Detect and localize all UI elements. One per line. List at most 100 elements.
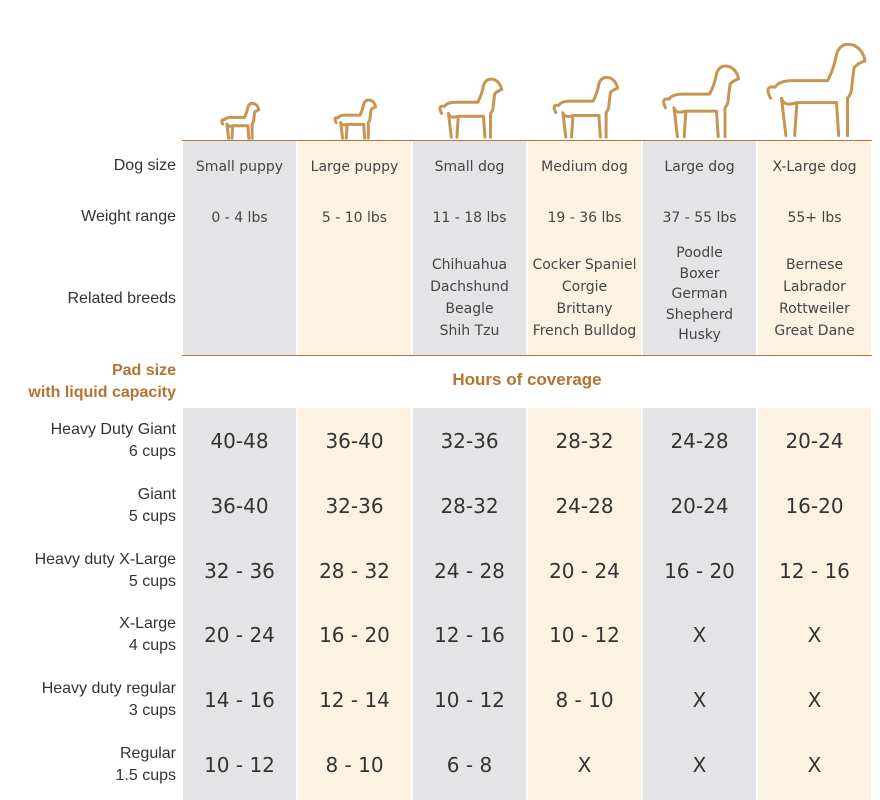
- breed: Poodle: [676, 245, 723, 261]
- column-bg: [413, 408, 526, 800]
- hours-cell: 12 - 14: [319, 688, 390, 713]
- column-bg: [528, 408, 641, 800]
- header-cell: 11 - 18 lbs: [432, 210, 507, 226]
- breed: Dachshund: [430, 279, 509, 295]
- pad-label: Giant 5 cups: [0, 484, 176, 528]
- pad-size-subtitle: with liquid capacity: [28, 384, 176, 401]
- hours-cell: 16-20: [785, 493, 844, 518]
- hours-cell: 12 - 16: [434, 623, 505, 648]
- row-label: Related breeds: [67, 290, 176, 307]
- column-bg: [758, 408, 871, 800]
- hours-cell: X: [692, 623, 707, 648]
- breed: Brittany: [556, 301, 613, 317]
- breed: Cocker Spaniel: [532, 257, 637, 273]
- column-bg: [183, 141, 296, 355]
- pad-capacity: 4 cups: [128, 637, 176, 655]
- hours-cell: 20 - 24: [204, 623, 275, 648]
- column-bg: [643, 408, 756, 800]
- pad-name: Giant: [137, 485, 176, 503]
- header-cell: Small puppy: [195, 159, 284, 175]
- hours-cell: 36-40: [210, 493, 269, 518]
- hours-cell: 32-36: [440, 429, 499, 453]
- hours-cell: 24-28: [670, 429, 729, 453]
- breeds-cell: Cocker Spaniel Corgie Brittany French Bulld…: [527, 254, 642, 342]
- pad-capacity: 1.5 cups: [115, 767, 176, 784]
- column-bg: [528, 141, 641, 355]
- breed: Bernese: [785, 257, 844, 273]
- pad-label: Regular 1.5 cups: [0, 743, 176, 787]
- hours-cell: 20 - 24: [549, 558, 620, 583]
- pad-capacity: 6 cups: [128, 443, 176, 460]
- hours-cell: 10 - 12: [204, 753, 275, 777]
- header-cell: 55+ lbs: [787, 210, 842, 226]
- header-cell: 19 - 36 lbs: [547, 210, 622, 226]
- hours-cell: 28-32: [555, 429, 614, 453]
- hours-cell: 8 - 10: [555, 688, 614, 713]
- header-cell: X-Large dog: [772, 159, 857, 175]
- column-bg: [298, 141, 411, 355]
- breed: Great Dane: [774, 323, 855, 339]
- pad-size-title: Pad size: [111, 362, 176, 379]
- breed: Rottweiler: [779, 301, 850, 317]
- pad-name: Heavy duty regular: [41, 680, 176, 698]
- breed: Beagle: [445, 301, 494, 317]
- header-cell: 37 - 55 lbs: [662, 210, 737, 226]
- hours-cell: X: [577, 753, 592, 777]
- column-bg: [758, 141, 871, 355]
- column-bg: [413, 141, 526, 355]
- breed: Husky: [678, 327, 721, 343]
- hours-cell: X: [692, 688, 707, 713]
- hours-cell: X: [692, 753, 707, 777]
- column-bg: [183, 408, 296, 800]
- dog-illustrations: [220, 42, 867, 140]
- pad-name: X-Large: [119, 615, 176, 633]
- pad-name: Heavy Duty Giant: [50, 421, 176, 438]
- row-label: Weight range: [81, 208, 176, 225]
- dog-icon: [766, 42, 867, 138]
- dog-icon: [552, 75, 620, 139]
- hours-cell: 20-24: [670, 493, 729, 518]
- breed: Chihuahua: [431, 257, 508, 273]
- hours-cell: X: [807, 753, 822, 777]
- pad-capacity: 5 cups: [128, 507, 176, 525]
- hours-cell: 6 - 8: [446, 753, 493, 777]
- header-cell: Medium dog: [541, 159, 628, 175]
- hours-cell: 8 - 10: [325, 753, 384, 777]
- hours-cell: 16 - 20: [319, 623, 390, 648]
- breeds-cell: Poodle Boxer German Shepherd Husky: [642, 243, 757, 346]
- pad-label: X-Large 4 cups: [0, 613, 176, 657]
- hours-cell: 10 - 12: [549, 623, 620, 648]
- pad-name: Regular: [119, 745, 176, 762]
- column-bg: [298, 408, 411, 800]
- pad-capacity: 5 cups: [128, 572, 176, 590]
- breed: Shih Tzu: [439, 323, 500, 339]
- breed: Labrador: [783, 279, 846, 295]
- dog-icon: [438, 77, 504, 139]
- hours-cell: 28 - 32: [319, 558, 390, 583]
- hours-cell: X: [807, 688, 822, 713]
- breed: Corgie: [561, 279, 608, 295]
- pad-size-label: Pad size with liquid capacity: [0, 360, 176, 404]
- breed: German: [671, 286, 728, 302]
- breed: French Bulldog: [532, 323, 637, 339]
- hours-cell: 14 - 16: [204, 688, 275, 713]
- hours-cell: 12 - 16: [779, 558, 850, 583]
- dog-icon: [220, 101, 261, 140]
- header-cell: 0 - 4 lbs: [211, 210, 268, 226]
- hours-cell: 32 - 36: [204, 558, 275, 583]
- breeds-cell: Bernese Labrador Rottweiler Great Dane: [757, 254, 872, 342]
- breed: Boxer: [679, 265, 720, 282]
- row-label: Dog size: [113, 157, 176, 174]
- hours-cell: 24-28: [555, 493, 614, 518]
- hours-cell: 32-36: [325, 493, 384, 518]
- pad-capacity: 3 cups: [128, 702, 176, 720]
- dog-icon: [333, 98, 378, 140]
- header-cell: Large puppy: [310, 159, 399, 175]
- hours-cell: 10 - 12: [434, 688, 505, 713]
- header-cell: Small dog: [434, 159, 505, 175]
- divider: [182, 140, 872, 141]
- hours-cell: 36-40: [325, 429, 384, 453]
- hours-cell: X: [807, 623, 822, 648]
- pad-name: Heavy duty X-Large: [34, 550, 176, 568]
